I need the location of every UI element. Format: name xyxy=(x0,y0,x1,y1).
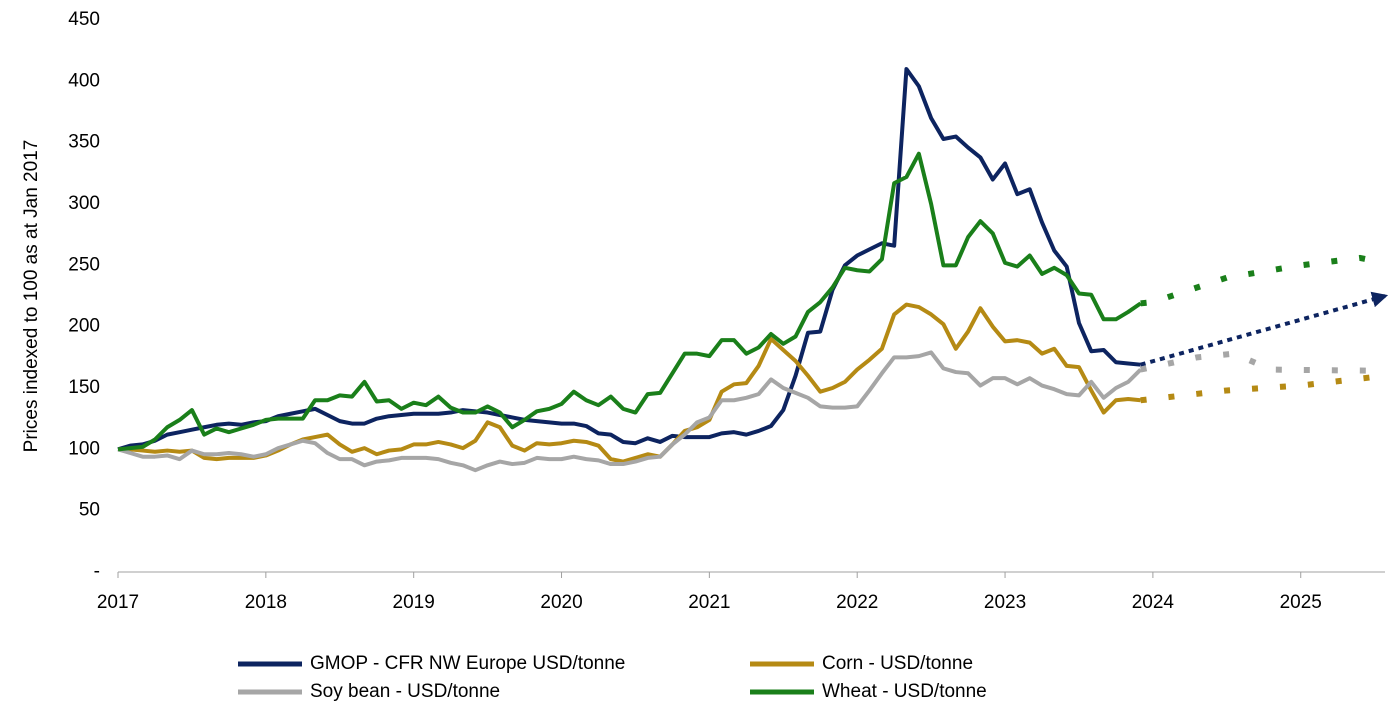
x-tick-label: 2019 xyxy=(393,592,435,613)
y-tick-label: 50 xyxy=(79,500,100,521)
y-axis-label: Prices indexed to 100 as at Jan 2017 xyxy=(21,140,42,453)
x-tick-label: 2025 xyxy=(1280,592,1322,613)
x-tick-label: 2024 xyxy=(1132,592,1175,613)
series-line xyxy=(117,350,1143,473)
y-tick-label: 100 xyxy=(68,438,100,459)
forecast-line xyxy=(1139,350,1386,374)
y-tick-label: 200 xyxy=(68,316,100,337)
y-tick-label: - xyxy=(94,561,100,582)
x-tick-label: 2020 xyxy=(540,592,582,613)
y-tick-label: 350 xyxy=(68,132,100,153)
y-tick-label: 150 xyxy=(68,377,100,398)
legend-label: GMOP - CFR NW Europe USD/tonne xyxy=(310,653,625,674)
forecast-line xyxy=(1140,291,1389,367)
forecast-line xyxy=(1140,372,1386,404)
x-tick-label: 2017 xyxy=(97,592,139,613)
x-tick-label: 2022 xyxy=(836,592,878,613)
legend-label: Soy bean - USD/tonne xyxy=(310,681,500,702)
x-tick-label: 2021 xyxy=(688,592,730,613)
y-tick-label: 400 xyxy=(68,70,100,91)
legend-label: Corn - USD/tonne xyxy=(822,653,973,674)
legend-label: Wheat - USD/tonne xyxy=(822,681,987,702)
series-line xyxy=(117,151,1142,452)
series-line xyxy=(117,67,1141,452)
y-tick-label: 300 xyxy=(68,193,100,214)
y-tick-label: 450 xyxy=(68,9,100,30)
x-tick-label: 2018 xyxy=(245,592,287,613)
x-tick-label: 2023 xyxy=(984,592,1026,613)
forecast-line xyxy=(1140,254,1386,307)
y-tick-label: 250 xyxy=(68,254,100,275)
